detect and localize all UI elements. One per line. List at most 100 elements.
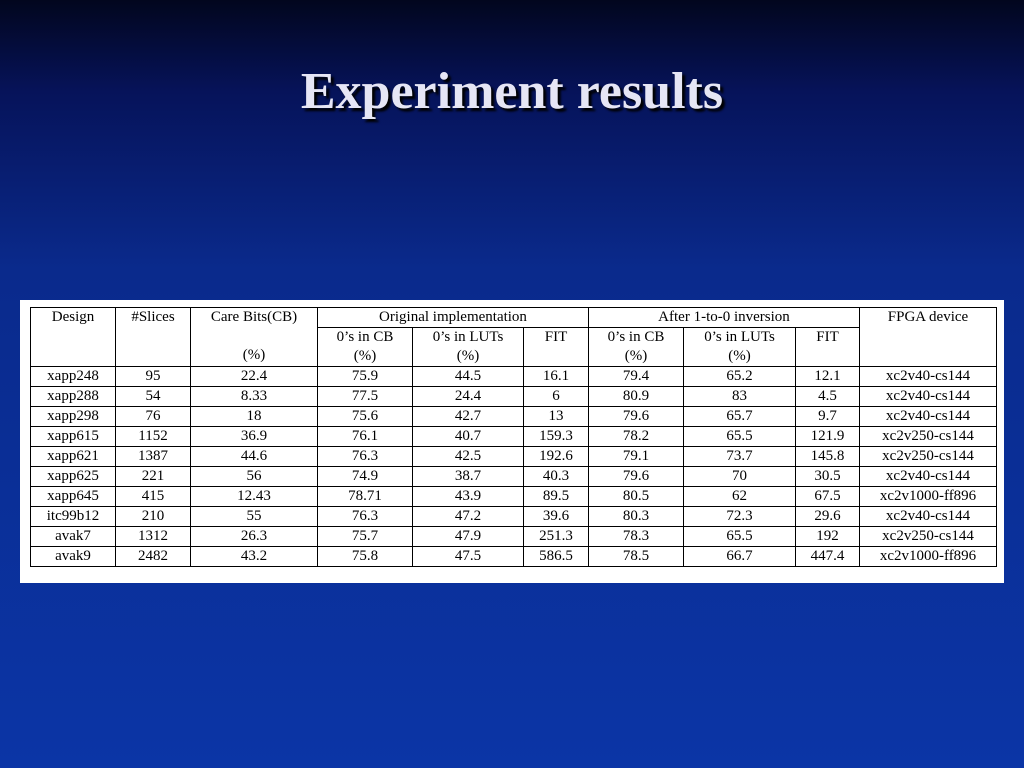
subheader-cell: 0’s in CB (%) [317, 327, 413, 367]
data-cell: avak7 [30, 526, 116, 547]
data-cell: 36.9 [190, 426, 318, 447]
data-cell: 65.2 [683, 366, 796, 387]
subheader-stack: 0’s in LUTs (%) [415, 328, 521, 366]
data-cell: 83 [683, 386, 796, 407]
data-cell: 1387 [115, 446, 191, 467]
subheader-text: 0’s in LUTs [704, 329, 775, 345]
data-row: itc99b12 210 55 76.3 47.2 39.6 80.3 72.3 29.6 xc2… [30, 506, 997, 527]
subheader-unit: (%) [353, 348, 377, 364]
data-cell: 4.5 [795, 386, 860, 407]
data-cell: 24.4 [412, 386, 524, 407]
data-cell: 65.5 [683, 426, 796, 447]
data-cell: 79.4 [588, 366, 684, 387]
data-cell: 75.9 [317, 366, 413, 387]
data-cell: 42.7 [412, 406, 524, 427]
data-cell: 447.4 [795, 546, 860, 567]
data-cell: 89.5 [523, 486, 589, 507]
data-cell: 80.3 [588, 506, 684, 527]
subheader-stack: 0’s in CB (%) [591, 328, 681, 366]
data-cell: 18 [190, 406, 318, 427]
data-cell: 586.5 [523, 546, 589, 567]
group-header: Original implementation [317, 307, 589, 328]
data-row: xapp645 415 12.43 78.71 43.9 89.5 80.5 62 67.5 xc… [30, 486, 997, 507]
data-cell: 44.6 [190, 446, 318, 467]
data-cell: 62 [683, 486, 796, 507]
data-cell: xc2v40-cs144 [859, 406, 997, 427]
data-cell: 29.6 [795, 506, 860, 527]
header-cell: Design [30, 307, 116, 367]
data-cell: xc2v40-cs144 [859, 506, 997, 527]
results-table: Design #Slices Care Bits(CB) (%) Original im… [30, 307, 997, 567]
data-cell: 80.9 [588, 386, 684, 407]
data-cell: xapp615 [30, 426, 116, 447]
data-cell: 221 [115, 466, 191, 487]
data-cell: 251.3 [523, 526, 589, 547]
data-cell: 44.5 [412, 366, 524, 387]
data-row: xapp621 1387 44.6 76.3 42.5 192.6 79.1 73.7 145.… [30, 446, 997, 467]
data-cell: 66.7 [683, 546, 796, 567]
subheader-unit: (%) [728, 348, 751, 364]
data-cell: 78.5 [588, 546, 684, 567]
header-stack: Care Bits(CB) (%) [193, 308, 315, 365]
subheader-text: FIT [816, 329, 839, 345]
data-cell: 12.43 [190, 486, 318, 507]
data-cell: 192 [795, 526, 860, 547]
data-row: avak9 2482 43.2 75.8 47.5 586.5 78.5 66.7 447.4 x… [30, 546, 997, 567]
data-cell: 73.7 [683, 446, 796, 467]
data-cell: 70 [683, 466, 796, 487]
subheader-cell: 0’s in LUTs (%) [412, 327, 524, 367]
data-cell: 415 [115, 486, 191, 507]
data-cell: 75.8 [317, 546, 413, 567]
data-cell: 30.5 [795, 466, 860, 487]
data-row: xapp288 54 8.33 77.5 24.4 6 80.9 83 4.5 xc2v40-cs… [30, 386, 997, 407]
data-cell: 78.3 [588, 526, 684, 547]
data-cell: 192.6 [523, 446, 589, 467]
data-cell: xc2v40-cs144 [859, 386, 997, 407]
data-cell: 47.5 [412, 546, 524, 567]
header-unit: (%) [242, 347, 266, 363]
data-cell: 40.7 [412, 426, 524, 447]
data-cell: 8.33 [190, 386, 318, 407]
data-row: xapp248 95 22.4 75.9 44.5 16.1 79.4 65.2 12.1 xc2… [30, 366, 997, 387]
data-cell: 40.3 [523, 466, 589, 487]
data-cell: 54 [115, 386, 191, 407]
data-row: avak7 1312 26.3 75.7 47.9 251.3 78.3 65.5 192 xc2… [30, 526, 997, 547]
data-cell: 6 [523, 386, 589, 407]
data-cell: xapp248 [30, 366, 116, 387]
data-cell: 79.6 [588, 406, 684, 427]
data-cell: 76.3 [317, 506, 413, 527]
data-cell: 1312 [115, 526, 191, 547]
data-cell: 79.1 [588, 446, 684, 467]
data-row: xapp298 76 18 75.6 42.7 13 79.6 65.7 9.7 xc2v40-c… [30, 406, 997, 427]
subheader-text: FIT [544, 329, 568, 345]
data-cell: 75.7 [317, 526, 413, 547]
data-cell: xc2v250-cs144 [859, 446, 997, 467]
data-cell: 47.2 [412, 506, 524, 527]
data-cell: 210 [115, 506, 191, 527]
subheader-stack: 0’s in LUTs (%) [686, 328, 793, 366]
subheader-stack: FIT [798, 328, 857, 366]
data-cell: xc2v250-cs144 [859, 526, 997, 547]
data-cell: 13 [523, 406, 589, 427]
data-cell: xapp625 [30, 466, 116, 487]
header-cell: FPGA device [859, 307, 997, 367]
data-cell: xc2v1000-ff896 [859, 546, 997, 567]
table-panel: Design #Slices Care Bits(CB) (%) Original im… [20, 300, 1004, 583]
header-cell: #Slices [115, 307, 191, 367]
data-cell: 43.2 [190, 546, 318, 567]
subheader-text: 0’s in LUTs [432, 329, 504, 345]
data-cell: 2482 [115, 546, 191, 567]
data-cell: 43.9 [412, 486, 524, 507]
data-cell: xapp298 [30, 406, 116, 427]
header-text: Care Bits(CB) [210, 309, 298, 325]
data-cell: 16.1 [523, 366, 589, 387]
data-cell: 95 [115, 366, 191, 387]
data-cell: 42.5 [412, 446, 524, 467]
data-cell: 55 [190, 506, 318, 527]
subheader-cell: FIT [523, 327, 589, 367]
data-cell: 78.2 [588, 426, 684, 447]
data-cell: 78.71 [317, 486, 413, 507]
data-cell: 12.1 [795, 366, 860, 387]
subheader-cell: 0’s in LUTs (%) [683, 327, 796, 367]
